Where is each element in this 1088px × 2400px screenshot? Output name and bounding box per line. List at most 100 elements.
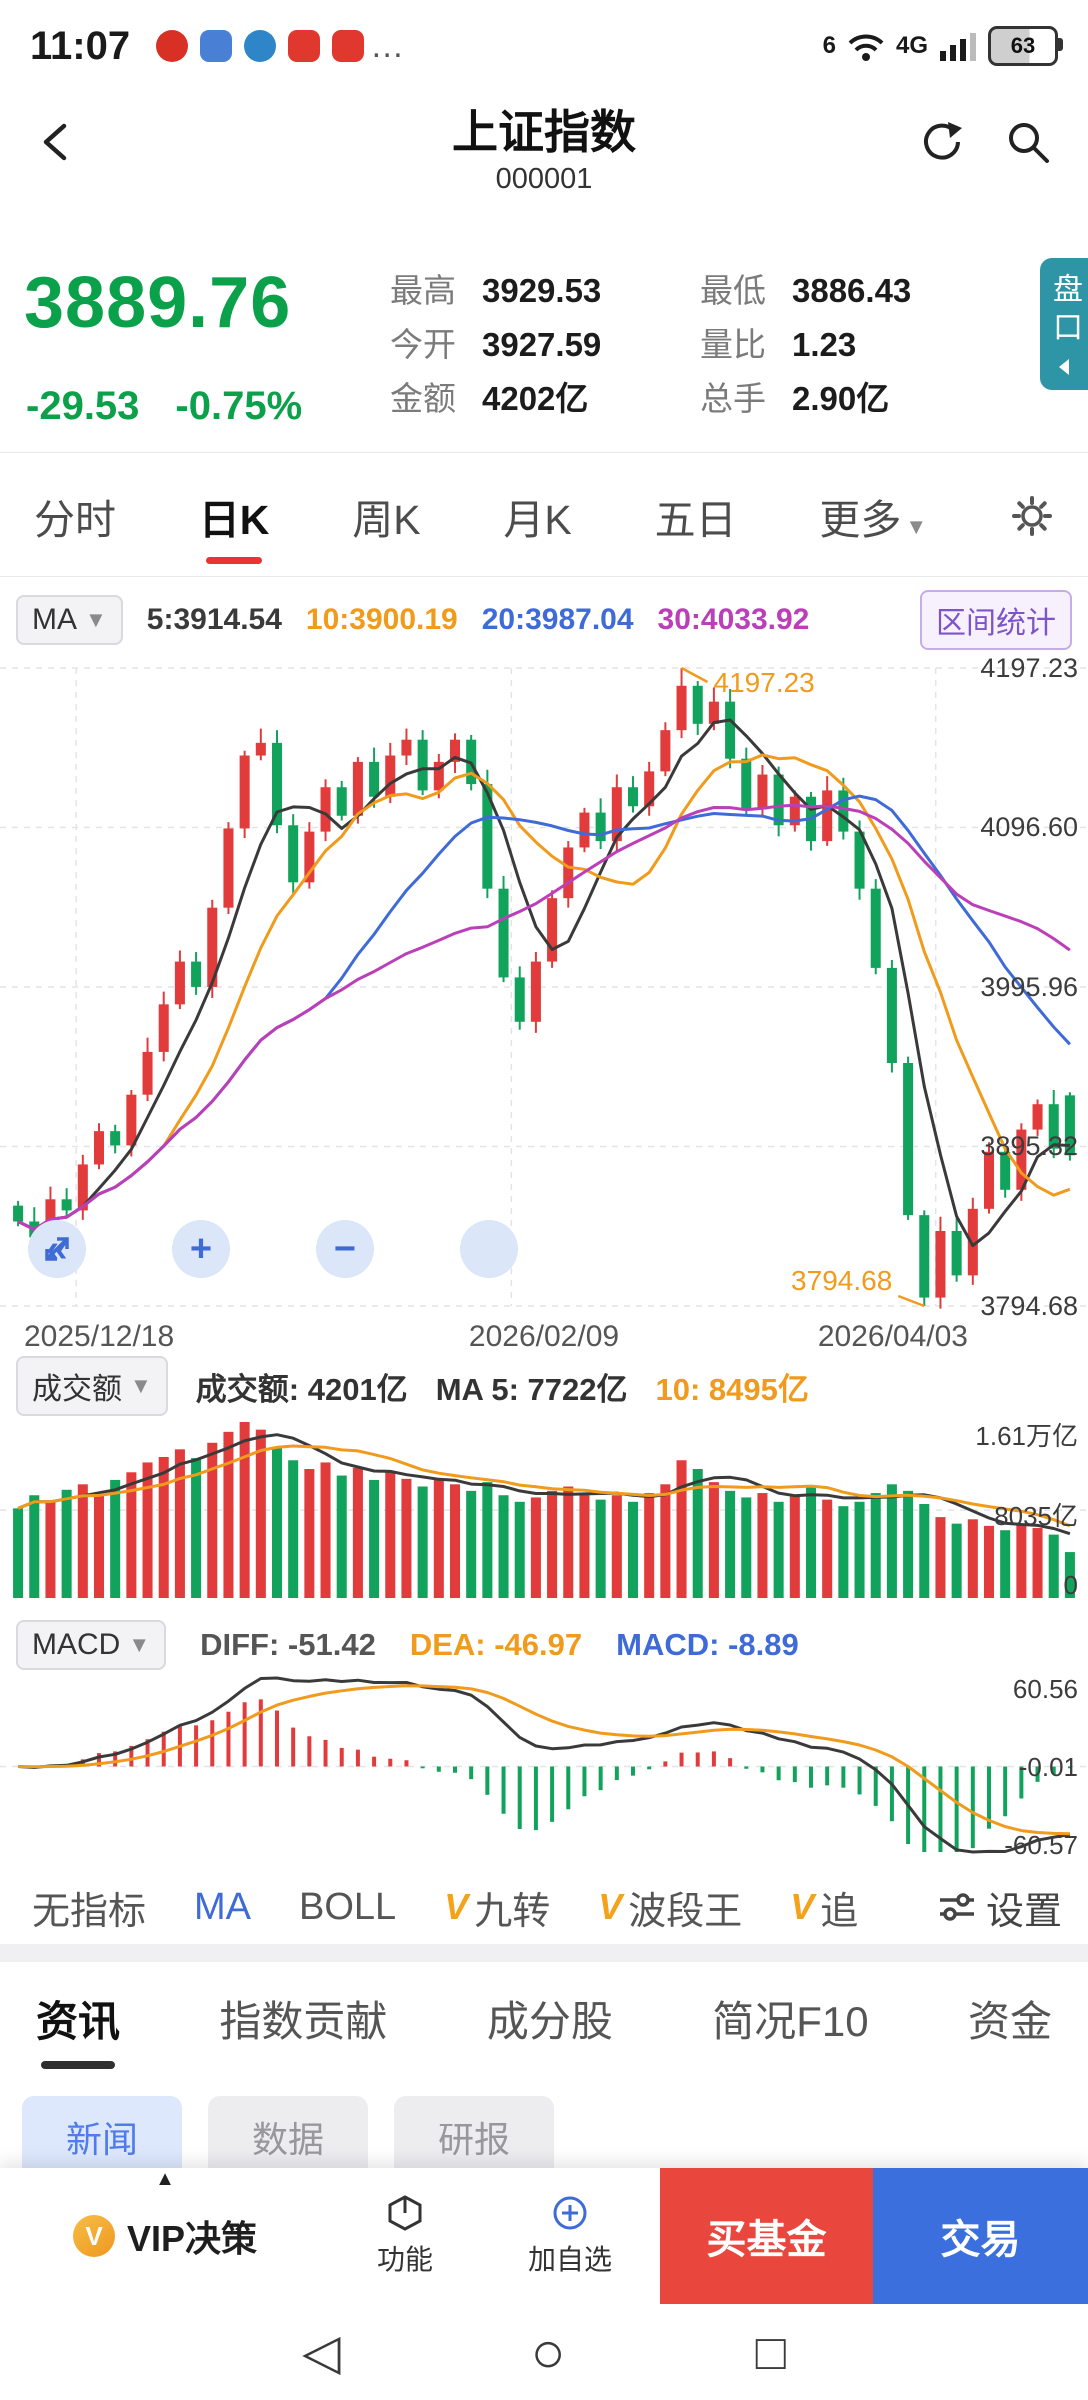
indicator-jiuzhuan[interactable]: V 九转 [444,1886,551,1933]
status-indicators: 6 4G 63 [822,26,1063,66]
wifi-icon [848,34,884,61]
volume-ma10-value: 10: 8495亿 [655,1371,809,1407]
android-back-icon[interactable]: ◁ [302,2324,341,2380]
functions-button[interactable]: 功能 [330,2168,480,2304]
ma-selector[interactable]: MA ▼ [16,595,123,645]
stat-value: 4202亿 [482,380,589,417]
battery-indicator: 63 [988,26,1063,66]
app-icon [332,30,365,62]
indicator-settings-button[interactable]: 设置 [925,1879,1062,1935]
clock: 11:07 [30,23,131,68]
plus-circle-icon [553,2196,587,2230]
indicator-none[interactable]: 无指标 [32,1890,147,1933]
chevron-down-icon: ▼ [128,1632,151,1657]
stat-value: 2.90亿 [792,380,890,417]
tab-weekly-k[interactable]: 周K [352,497,421,543]
tab-daily-k[interactable]: 日K [199,486,270,546]
vip-decision-button[interactable]: ▲ V VIP决策 [0,2168,330,2304]
price-change: -29.53 -0.75% [26,384,302,429]
buy-fund-button[interactable]: 买基金 [660,2168,873,2304]
expand-icon [45,1237,69,1261]
quote-stats-col1: 最高 3929.53 今开 3927.59 金额 4202亿 [390,264,601,426]
network-type-label: 4G [895,32,928,59]
indicator-boduanwang[interactable]: V 波段王 [598,1886,743,1933]
back-icon[interactable] [34,118,82,166]
tab-index-contribution[interactable]: 指数贡献 [219,1997,388,2045]
volume-chart[interactable]: 1.61万亿 8035亿 0 [0,1412,1088,1604]
date-axis: 2025/12/18 2026/02/09 2026/04/03 [0,1320,1088,1360]
stat-label: 最高 [390,272,456,309]
svg-text:4197.23: 4197.23 [714,667,815,698]
tab-f10-profile[interactable]: 简况F10 [712,1997,869,2045]
volume-ma5-value: MA 5: 7722亿 [435,1371,628,1407]
expand-button[interactable] [45,1220,518,1278]
chart-settings-gear-icon[interactable] [1010,494,1054,538]
stat-value: 1.23 [792,326,857,363]
news-subtab-row: 新闻 数据 研报 [0,2096,1088,2178]
macd-chart[interactable]: 60.56 -0.01 -60.57 [0,1672,1088,1860]
app-icon [156,30,189,62]
tab-constituents[interactable]: 成分股 [486,1997,613,2045]
tab-minute[interactable]: 分时 [34,497,116,543]
date-middle: 2026/02/09 [468,1320,620,1353]
ma-indicator-bar: MA ▼ 5:3914.54 10:3900.19 20:3987.04 30:4… [0,588,1088,652]
chevron-down-icon: ▼ [130,1373,152,1398]
signal-bars-icon [940,33,976,61]
volume-header: 成交额 ▼ 成交额: 4201亿 MA 5: 7722亿 10: 8495亿 [0,1356,1088,1416]
vip-v-icon: V [598,1886,623,1927]
date-left: 2025/12/18 [24,1320,175,1353]
tab-five-day[interactable]: 五日 [654,497,737,543]
volume-selector[interactable]: 成交额 ▼ [16,1356,168,1416]
zoom-out-button[interactable]: − [316,1220,374,1278]
indicator-ma[interactable]: MA [194,1885,252,1928]
header-title-block: 上证指数 000001 [0,106,1088,196]
sliders-icon [939,1893,974,1921]
stat-label: 今开 [390,326,456,363]
zoom-in-button[interactable]: + [172,1220,230,1278]
subtab-data[interactable]: 数据 [208,2096,369,2178]
tab-funds[interactable]: 资金 [967,1997,1052,2045]
app-icon [244,30,277,62]
search-icon[interactable] [1004,118,1052,166]
stat-label: 最低 [700,272,766,309]
app-icon [288,30,321,62]
content-tab-bar: 资讯 指数贡献 成分股 简况F10 资金 [0,1962,1088,2074]
change-percent: -0.75% [175,384,303,428]
macd-diff-value: DIFF: -51.42 [200,1627,376,1662]
macd-dea-value: DEA: -46.97 [409,1627,583,1662]
period-tab-bar: 分时 日K 周K 月K 五日 更多 ▼ [0,456,1088,576]
indicator-boll[interactable]: BOLL [299,1885,397,1928]
page-title: 上证指数 [452,106,636,158]
tab-monthly-k[interactable]: 月K [503,497,572,543]
macd-value: MACD: -8.89 [616,1627,799,1662]
left-arrow-icon [1059,359,1069,375]
macd-selector[interactable]: MACD ▼ [16,1620,167,1670]
vip-v-icon: V [72,2215,115,2257]
ma20-value: 20:3987.04 [481,603,634,636]
cube-icon [388,2195,422,2231]
subtab-news[interactable]: 新闻 [22,2096,183,2178]
stat-label: 金额 [390,380,456,417]
chart-zoom-controls: « + − [28,1220,518,1278]
refresh-icon[interactable] [918,118,966,166]
chevron-down-icon: ▼ [85,607,107,632]
last-price: 3889.76 [24,263,292,343]
add-watchlist-button[interactable]: 加自选 [480,2168,660,2304]
android-nav-bar: ◁ ○ □ [0,2304,1088,2400]
tab-news[interactable]: 资讯 [36,1988,120,2049]
vip-v-icon: V [444,1886,469,1927]
range-stats-button[interactable]: 区间统计 [920,590,1072,650]
android-recents-icon[interactable]: □ [755,2324,786,2380]
wifi6-label: 6 [822,32,836,59]
android-home-icon[interactable]: ○ [530,2319,566,2385]
trade-button[interactable]: 交易 [873,2168,1088,2304]
tab-more[interactable]: 更多 ▼ [819,497,928,543]
subtab-research[interactable]: 研报 [394,2096,555,2178]
divider [0,576,1088,577]
candlestick-chart[interactable]: 4197.23 3794.68 4197.23 4096.60 3995.96 3895… [0,653,1088,1321]
stock-code: 000001 [495,162,593,195]
pankou-drawer-tab[interactable]: 盘口 [1040,258,1088,390]
